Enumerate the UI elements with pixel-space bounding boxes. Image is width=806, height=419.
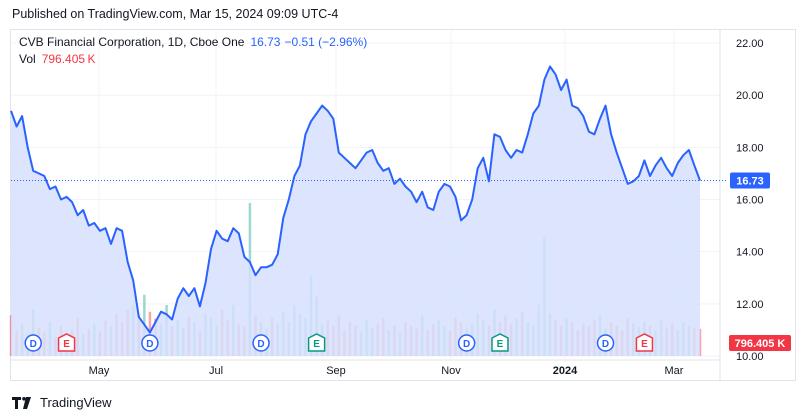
- dividend-marker[interactable]: D: [596, 334, 615, 352]
- time-tick-label: May: [89, 365, 110, 377]
- price-tick-label: 14.00: [736, 247, 764, 259]
- price-tick-label: 12.00: [736, 299, 764, 311]
- volume-legend: Vol 796.405 K: [19, 52, 95, 66]
- dividend-marker[interactable]: D: [457, 334, 476, 352]
- earnings-marker[interactable]: E: [57, 333, 76, 352]
- tradingview-logo-icon: [12, 396, 31, 409]
- price-tick-label: 16.00: [736, 195, 764, 207]
- last-price-badge: 16.73: [730, 172, 770, 189]
- time-tick-label: 2024: [553, 365, 578, 377]
- dividend-marker[interactable]: D: [24, 334, 42, 352]
- svg-text:E: E: [641, 339, 648, 350]
- svg-text:E: E: [313, 339, 320, 350]
- price-axis: 22.00 20.00 18.00 16.00 14.00 12.00 10.00: [736, 38, 764, 363]
- svg-text:D: D: [257, 339, 264, 350]
- tradingview-brand: TradingView: [40, 395, 112, 410]
- tradingview-footer: TradingView: [12, 395, 112, 410]
- svg-text:D: D: [463, 339, 470, 350]
- svg-text:D: D: [146, 339, 153, 350]
- svg-text:D: D: [602, 339, 609, 350]
- last-volume-badge: 796.405 K: [729, 335, 791, 351]
- legend-price: 16.73: [250, 35, 281, 49]
- chart-frame[interactable]: [10, 29, 796, 381]
- time-tick-label: Nov: [441, 365, 461, 377]
- dividend-marker[interactable]: D: [252, 334, 270, 352]
- time-tick-label: Jul: [209, 365, 223, 377]
- chart-legend: CVB Financial Corporation, 1D, Cboe One 1…: [19, 35, 367, 49]
- published-caption: Published on TradingView.com, Mar 15, 20…: [12, 7, 339, 21]
- price-tick-label: 10.00: [736, 351, 764, 363]
- svg-text:D: D: [30, 339, 37, 350]
- price-line: [10, 65, 701, 334]
- last-volume-label: 796.405 K: [735, 338, 786, 350]
- svg-text:E: E: [497, 339, 504, 350]
- dividend-marker[interactable]: D: [141, 334, 159, 352]
- earnings-marker[interactable]: E: [635, 333, 654, 352]
- legend-change: −0.51 (−2.96%): [284, 35, 368, 49]
- earnings-marker[interactable]: E: [307, 333, 326, 352]
- time-tick-label: Sep: [326, 365, 346, 377]
- earnings-marker[interactable]: E: [491, 333, 509, 352]
- time-axis: May Jul Sep Nov 2024 Mar: [89, 365, 684, 377]
- svg-text:E: E: [63, 339, 70, 350]
- time-tick-label: Mar: [665, 365, 684, 377]
- price-tick-label: 20.00: [736, 90, 764, 102]
- last-price-label: 16.73: [736, 175, 764, 187]
- symbol-title: CVB Financial Corporation, 1D, Cboe One: [19, 35, 245, 49]
- volume-label: Vol: [19, 52, 36, 66]
- price-tick-label: 22.00: [736, 38, 764, 50]
- volume-value: 796.405 K: [41, 52, 96, 66]
- price-area-fill: [11, 66, 700, 356]
- price-tick-label: 18.00: [736, 142, 764, 154]
